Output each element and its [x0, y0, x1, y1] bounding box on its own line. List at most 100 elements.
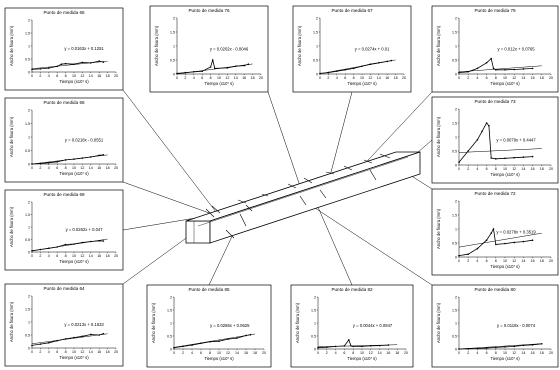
trend-equation: y = 0.0218x - 0.0551 — [65, 137, 104, 142]
x-axis-label: Tiempo (x10⁷ s) — [59, 355, 89, 360]
x-tick-label: 4 — [48, 166, 50, 170]
chart-panel-85: Punto de medida 850 2 4 6 8 10 12 14 16 18 2000.51… — [146, 284, 272, 368]
trend-equation: y = 0.0274x + 0.01 — [355, 46, 390, 51]
crack-mark — [205, 208, 215, 218]
chart-title: Punto de medida 64 — [43, 286, 85, 291]
data-point — [513, 345, 515, 348]
y-axis-label: Ancho de fisura (mm) — [436, 116, 441, 157]
x-tick-label: 6 — [486, 167, 488, 171]
data-point — [458, 348, 460, 350]
y-tick-label: 1.5 — [167, 308, 172, 312]
chart-panel-66: Punto de medida 660 2 4 6 8 10 12 14 16 18 2000.51… — [4, 97, 124, 183]
x-tick-label: 16 — [242, 76, 246, 80]
x-tick-label: 18 — [394, 76, 398, 80]
data-point — [211, 59, 214, 61]
y-tick-label: 1.5 — [313, 30, 318, 34]
data-point — [370, 345, 372, 347]
x-tick-label: 4 — [476, 76, 478, 80]
data-point — [39, 68, 42, 70]
y-tick-label: 2 — [173, 16, 175, 20]
x-tick-label: 12 — [80, 74, 84, 78]
data-point — [348, 339, 350, 341]
y-tick-label: 2 — [28, 200, 30, 204]
x-tick-label: 10 — [72, 166, 76, 170]
x-tick-label: 20 — [549, 259, 553, 263]
chart-panel-80: Punto de medida 800 2 4 6 8 10 12 14 16 18 2000.51… — [431, 284, 559, 368]
leader-line-65 — [122, 89, 217, 213]
data-point — [504, 242, 506, 245]
data-point — [31, 68, 33, 71]
y-tick-label: 0.5 — [311, 334, 316, 338]
chart-title: Punto de medida 67 — [331, 8, 373, 13]
data-point — [201, 70, 203, 72]
x-tick-label: 6 — [486, 351, 488, 355]
series-line — [31, 154, 104, 165]
data-point — [488, 125, 490, 127]
y-tick-label: 1.5 — [452, 308, 457, 312]
panel-frame — [149, 5, 269, 93]
x-tick-label: 10 — [503, 259, 507, 263]
x-tick-label: 0 — [458, 351, 460, 355]
y-axis-label: Ancho de fisura (mm) — [9, 116, 14, 157]
x-axis-label: Tiempo (x10⁷ s) — [59, 259, 89, 264]
x-tick-label: 14 — [89, 74, 93, 78]
x-tick-label: 20 — [114, 74, 118, 78]
y-tick-label: 0 — [314, 347, 316, 351]
data-point — [485, 239, 488, 241]
chart-panel-79: Punto de medida 790 2 4 6 8 10 12 14 16 18 2000.51… — [431, 5, 559, 93]
data-point — [191, 344, 193, 346]
x-tick-label: 0 — [31, 350, 33, 354]
data-point — [336, 70, 338, 72]
x-tick-label: 2 — [467, 351, 469, 355]
y-tick-label: 0.5 — [452, 334, 457, 338]
x-tick-label: 10 — [217, 351, 221, 355]
data-point — [98, 239, 100, 242]
leader-line-85 — [208, 227, 237, 286]
trend-equation: y = 0.0118x - 0.0074 — [497, 323, 536, 328]
x-tick-label: 12 — [512, 76, 516, 80]
data-point — [361, 345, 363, 348]
x-tick-label: 2 — [467, 76, 469, 80]
x-axis-label: Tiempo (x10⁷ s) — [347, 356, 377, 361]
data-point — [31, 344, 33, 347]
data-point — [495, 158, 497, 160]
data-point — [39, 162, 42, 165]
trend-line — [458, 148, 542, 153]
panel-frame — [4, 7, 124, 91]
data-point — [81, 157, 84, 159]
panel-frame — [146, 284, 272, 368]
x-tick-label: 12 — [80, 166, 84, 170]
y-axis-label: Ancho de fisura (mm) — [9, 206, 14, 247]
chart-title: Punto de medida 82 — [331, 287, 373, 292]
x-tick-label: 20 — [114, 350, 118, 354]
data-point — [60, 63, 63, 65]
data-point — [98, 334, 100, 336]
data-point — [48, 247, 50, 250]
data-point — [209, 66, 212, 68]
chart-panel-72: Punto de medida 720 2 4 6 8 10 12 14 16 18 2000.51… — [431, 188, 559, 276]
data-point — [531, 155, 534, 158]
data-point — [56, 161, 58, 163]
data-point — [492, 67, 495, 70]
trend-equation: y = 0.0202x - 0.0046 — [210, 46, 249, 51]
data-point — [458, 71, 460, 74]
x-axis-label: Tiempo (x10⁷ s) — [347, 81, 377, 86]
data-point — [467, 70, 470, 73]
x-tick-label: 0 — [458, 167, 460, 171]
panel-frame — [4, 189, 124, 271]
crack-mark — [299, 195, 307, 206]
chart-title: Punto de medida 72 — [474, 191, 516, 196]
data-point — [531, 67, 534, 70]
y-tick-label: 1 — [316, 44, 318, 48]
x-tick-label: 14 — [521, 259, 525, 263]
x-tick-label: 6 — [486, 76, 488, 80]
data-point — [236, 337, 238, 339]
series-line — [319, 60, 392, 74]
x-tick-label: 4 — [476, 167, 478, 171]
data-point — [98, 60, 100, 62]
data-point — [531, 344, 534, 346]
y-tick-label: 2 — [455, 295, 457, 299]
y-tick-label: 0.5 — [167, 334, 172, 338]
leader-line-67 — [329, 91, 353, 177]
